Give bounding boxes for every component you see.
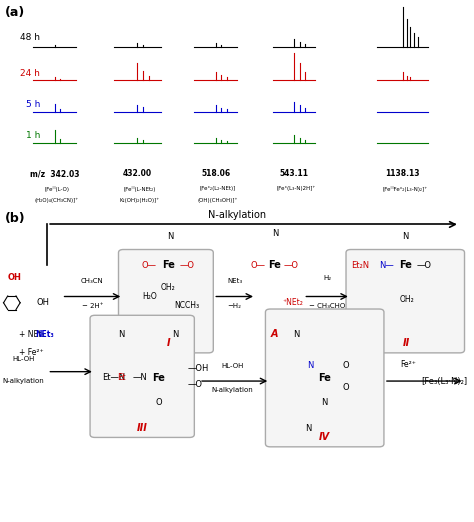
Text: [Feˣ₂(L₂-NEt)]: [Feˣ₂(L₂-NEt)]: [200, 186, 236, 191]
Text: N: N: [305, 423, 311, 433]
Text: Fe: Fe: [268, 260, 282, 270]
Text: HL-OH: HL-OH: [221, 363, 244, 369]
Text: (OH)(CH₃OH)]⁺: (OH)(CH₃OH)]⁺: [198, 197, 238, 203]
Text: N: N: [272, 229, 278, 239]
Text: N-alkylation: N-alkylation: [211, 387, 253, 393]
Text: O: O: [343, 361, 349, 370]
Text: + Fe²⁺: + Fe²⁺: [19, 348, 44, 358]
FancyBboxPatch shape: [265, 309, 384, 447]
FancyBboxPatch shape: [118, 250, 213, 353]
Text: O—: O—: [251, 260, 266, 270]
Text: [Fe₃(L₃·N)₂]: [Fe₃(L₃·N)₂]: [421, 376, 467, 386]
Text: —O: —O: [180, 260, 195, 270]
Text: 1138.13: 1138.13: [386, 169, 420, 178]
Text: H₂: H₂: [323, 275, 331, 281]
Text: 543.11: 543.11: [279, 169, 309, 178]
Text: N: N: [307, 361, 314, 370]
Text: 24 h: 24 h: [20, 68, 40, 78]
Text: 518.06: 518.06: [201, 169, 230, 178]
Text: N: N: [167, 232, 174, 242]
Text: OH: OH: [36, 298, 49, 307]
Text: N: N: [172, 329, 179, 339]
Text: O: O: [155, 398, 162, 408]
Text: −H₂: −H₂: [228, 303, 242, 309]
Text: NEt₃: NEt₃: [36, 329, 55, 339]
Text: N: N: [118, 329, 124, 339]
Text: N—: N—: [379, 260, 394, 270]
Text: A: A: [270, 329, 278, 339]
Text: N: N: [402, 232, 409, 242]
Text: Fe²⁺: Fe²⁺: [401, 360, 416, 369]
Text: III: III: [137, 423, 147, 433]
Text: —O: —O: [284, 260, 299, 270]
Text: [FeᴵᴵᴵFeˣ₂(L₃-N)₂]⁺: [FeᴵᴵᴵFeˣ₂(L₃-N)₂]⁺: [383, 186, 428, 192]
Text: + NEt₃: + NEt₃: [19, 329, 45, 339]
Text: K₂(OH)₂(H₂O)]⁺: K₂(OH)₂(H₂O)]⁺: [120, 197, 160, 203]
Text: [Feᴵᴵᴵ(L-O): [Feᴵᴵᴵ(L-O): [45, 186, 69, 192]
Text: Fe: Fe: [399, 260, 412, 270]
Text: IV: IV: [319, 432, 330, 443]
Text: N-alkylation: N-alkylation: [208, 210, 266, 220]
Text: —O: —O: [187, 379, 202, 389]
FancyBboxPatch shape: [90, 315, 194, 437]
Text: 5 h: 5 h: [26, 100, 40, 109]
Text: Fe: Fe: [318, 373, 331, 383]
Text: 432.00: 432.00: [123, 169, 152, 178]
Text: Fe: Fe: [152, 373, 165, 383]
Text: − CH₃CHO: − CH₃CHO: [309, 303, 345, 309]
Text: —OH: —OH: [187, 364, 209, 373]
Text: (a): (a): [5, 6, 25, 19]
Text: H₂O: H₂O: [142, 292, 157, 301]
Text: N: N: [321, 398, 328, 408]
Text: Et₂N: Et₂N: [352, 260, 370, 270]
Text: II: II: [403, 338, 410, 349]
FancyBboxPatch shape: [346, 250, 465, 353]
Text: 48 h: 48 h: [20, 33, 40, 42]
Text: NCCH₃: NCCH₃: [174, 301, 200, 311]
Text: (b): (b): [5, 212, 26, 225]
Text: I: I: [166, 338, 170, 349]
Text: O: O: [343, 383, 349, 392]
Text: [Feᴵᴵᴵ(L-NEt₂): [Feᴵᴵᴵ(L-NEt₂): [124, 186, 156, 192]
Text: Et: Et: [117, 373, 125, 383]
Text: OH: OH: [7, 273, 21, 282]
Text: Fe: Fe: [162, 260, 175, 270]
Text: O—: O—: [142, 260, 157, 270]
Text: OH₂: OH₂: [399, 295, 414, 304]
Text: N: N: [293, 329, 300, 339]
Text: − 2H⁺: − 2H⁺: [82, 303, 103, 309]
Text: m/z  342.03: m/z 342.03: [30, 169, 79, 178]
Text: N-alkylation: N-alkylation: [3, 378, 45, 384]
Text: 1 h: 1 h: [26, 131, 40, 140]
Text: —N: —N: [133, 373, 147, 383]
Text: ⁺NEt₂: ⁺NEt₂: [282, 298, 303, 307]
Text: (H₂O)₄(CH₃CN)]⁺: (H₂O)₄(CH₃CN)]⁺: [35, 197, 79, 203]
Text: NEt₃: NEt₃: [227, 278, 242, 284]
Text: CH₃CN: CH₃CN: [81, 278, 104, 284]
Text: —O: —O: [417, 260, 432, 270]
Text: Et—N: Et—N: [102, 373, 126, 383]
Text: OH₂: OH₂: [161, 282, 176, 292]
Text: HL-OH: HL-OH: [12, 357, 35, 362]
Text: [Feˣ(L₃-N)2H]⁺: [Feˣ(L₃-N)2H]⁺: [277, 186, 316, 191]
